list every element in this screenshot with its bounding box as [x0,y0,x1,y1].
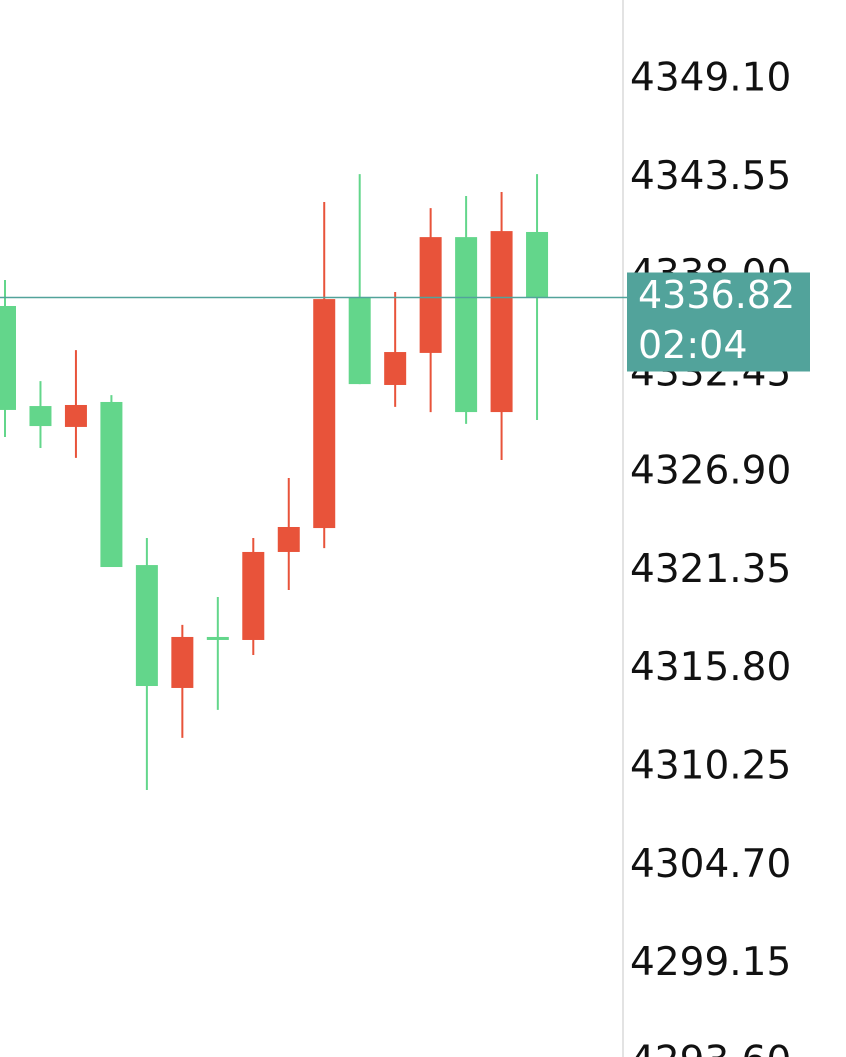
candle-body [242,551,265,640]
candle-body [348,296,371,385]
candle-body [455,237,478,413]
plot-area [0,174,622,790]
y-tick-label: 4315.80 [630,645,791,690]
candle-body [277,526,300,552]
candle-body [64,404,87,427]
price-tag-value: 4336.82 [638,273,795,317]
y-tick-label: 4299.15 [630,940,791,985]
candle-body [490,231,513,413]
y-axis: 4349.104343.554338.004332.454326.904321.… [630,56,791,1057]
candle-body [206,636,229,640]
price-overlay: 4336.82 02:04 [622,272,810,372]
price-tag-countdown: 02:04 [638,323,748,367]
y-tick-label: 4349.10 [630,56,791,101]
candle-body [384,352,407,385]
candle-body [100,401,123,568]
y-tick-label: 4304.70 [630,842,791,887]
candle-body [135,565,158,687]
y-tick-label: 4310.25 [630,744,791,789]
candle-body [0,305,16,410]
candle-body [313,299,336,529]
y-tick-label: 4321.35 [630,547,791,592]
candle-body [29,406,52,427]
y-tick-label: 4326.90 [630,449,791,494]
y-tick-label: 4343.55 [630,154,791,199]
y-tick-label: 4293.60 [630,1038,791,1057]
candle-body [171,636,194,688]
price-tag [627,272,810,372]
candle-body [526,231,549,299]
candle-body [419,237,442,353]
